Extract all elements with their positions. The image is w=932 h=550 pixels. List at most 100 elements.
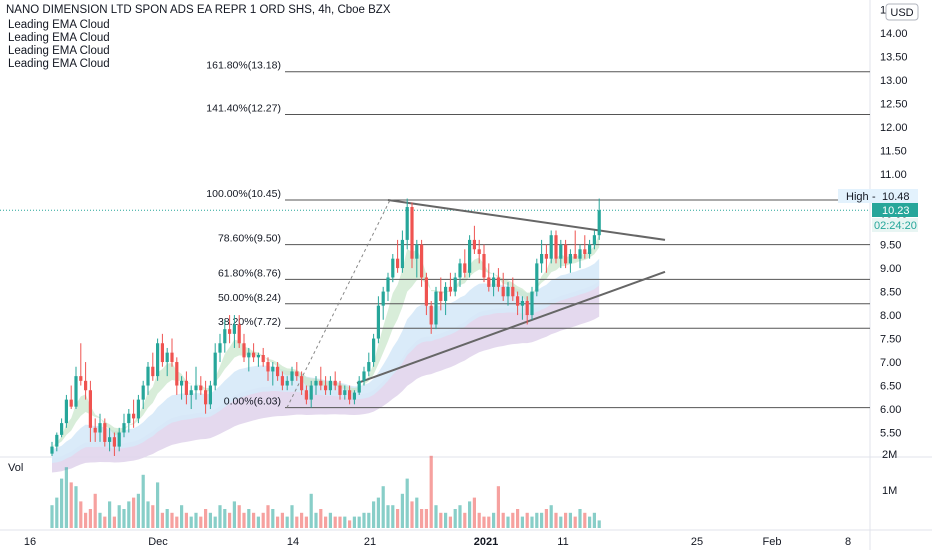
candle-body — [400, 239, 404, 269]
candle-body — [415, 244, 419, 259]
volume-bar — [535, 512, 539, 528]
volume-label: Vol — [8, 462, 23, 474]
volume-bar — [204, 509, 208, 528]
volume-bar — [213, 516, 217, 528]
candle-body — [549, 235, 553, 259]
indicator-label[interactable]: Leading EMA Cloud — [8, 45, 110, 57]
fib-level-label: 100.00%(10.45) — [206, 188, 281, 200]
candle-body — [213, 352, 217, 386]
volume-bar — [136, 493, 140, 528]
candle-body — [444, 286, 448, 301]
candle-body — [208, 385, 212, 405]
price-axis[interactable]: 5.506.006.507.007.508.008.509.009.5010.0… — [880, 5, 908, 497]
candle-body — [112, 437, 116, 447]
volume-bar — [151, 505, 155, 528]
candle-body — [165, 352, 169, 363]
candle-body — [564, 244, 568, 264]
candle-body — [160, 343, 164, 363]
volume-bar — [583, 512, 587, 528]
volume-bar — [132, 497, 136, 528]
price-tick-label: 7.50 — [880, 334, 901, 346]
candle-body — [117, 432, 121, 447]
volume-bar — [237, 505, 241, 528]
volume-bar — [439, 512, 443, 528]
time-tick-label: 14 — [287, 536, 299, 548]
candle-body — [180, 380, 184, 386]
candle-body — [463, 263, 467, 273]
candle-body — [530, 291, 534, 316]
volume-bar — [511, 512, 515, 528]
volume-bar — [501, 512, 505, 528]
candle-body — [391, 258, 395, 278]
price-tick-label: 12.00 — [880, 122, 908, 134]
candle-body — [525, 300, 529, 316]
time-tick-label: 11 — [557, 536, 568, 548]
candle-body — [597, 210, 601, 236]
candle-body — [98, 423, 102, 433]
volume-bar — [218, 505, 222, 528]
candle-body — [410, 207, 414, 259]
volume-bar — [228, 512, 232, 528]
candle-body — [381, 291, 385, 306]
triangle-lower-trendline — [356, 270, 666, 385]
ema-cloud-blue — [52, 258, 600, 464]
time-axis[interactable]: 16 Dec 14 21 2021 11 25 Feb 8 — [24, 536, 851, 548]
candle-body — [496, 277, 500, 287]
candle-body — [280, 376, 284, 386]
volume-bar — [544, 509, 548, 528]
high-marker-label: High — [846, 191, 869, 203]
candle-body — [170, 352, 174, 363]
volume-bar — [367, 512, 371, 528]
candle-body — [151, 366, 155, 377]
volume-bar — [189, 516, 193, 528]
volume-bar — [98, 512, 102, 528]
volume-bar — [117, 505, 121, 528]
volume-bar — [112, 516, 116, 528]
price-tick-label: 9.50 — [880, 240, 901, 252]
volume-bar — [285, 516, 289, 528]
volume-bar — [74, 486, 78, 528]
volume-bar — [50, 505, 54, 528]
candle-body — [285, 380, 289, 386]
candle-body — [520, 300, 524, 306]
currency-badge[interactable] — [885, 3, 919, 21]
candle-body — [266, 362, 270, 372]
candle-body — [554, 235, 558, 259]
volume-bar — [338, 516, 342, 528]
indicator-label[interactable]: Leading EMA Cloud — [8, 19, 110, 31]
candle-body — [453, 277, 457, 292]
volume-bar — [160, 512, 164, 528]
time-tick-label: 25 — [691, 536, 703, 548]
fib-level-label: 38.20%(7.72) — [218, 316, 281, 328]
candle-body — [127, 413, 131, 424]
volume-bar — [415, 497, 419, 528]
candle-body — [237, 324, 241, 344]
volume-bar — [530, 516, 534, 528]
candle-body — [256, 354, 260, 358]
indicator-label[interactable]: Leading EMA Cloud — [8, 32, 110, 44]
price-tick-label: 6.00 — [880, 404, 901, 416]
volume-bar — [175, 516, 179, 528]
indicator-label[interactable]: Leading EMA Cloud — [8, 58, 110, 70]
price-tick-label: 9.00 — [880, 263, 901, 275]
volume-bar — [420, 509, 424, 528]
volume-bar — [64, 467, 68, 528]
candle-body — [405, 207, 409, 240]
countdown-label: 02:24:20 — [874, 220, 917, 232]
volume-bar — [468, 501, 472, 528]
candle-body — [544, 253, 548, 259]
candle-body — [69, 399, 73, 407]
candle-body — [141, 385, 145, 400]
volume-bar — [127, 501, 131, 528]
candle-body — [136, 399, 140, 419]
candle-body — [88, 390, 92, 428]
candle-body — [295, 371, 299, 377]
candle-body — [223, 329, 227, 344]
price-tick-label: 7.00 — [880, 357, 901, 369]
price-tick-label: 12.50 — [880, 99, 908, 111]
volume-bar — [242, 512, 246, 528]
volume-bar — [573, 516, 577, 528]
candle-body — [232, 324, 236, 334]
candles — [50, 198, 601, 456]
